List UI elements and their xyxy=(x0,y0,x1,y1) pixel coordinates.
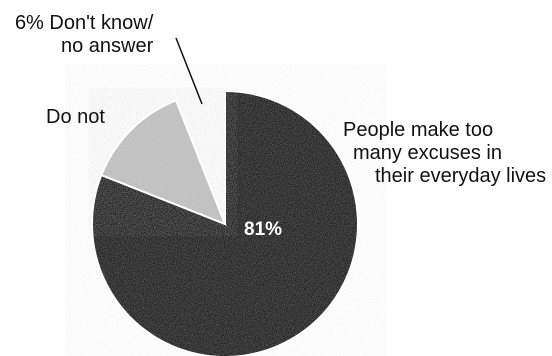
label-do-not-text: Do not xyxy=(46,106,105,128)
pie-slice-1 xyxy=(100,99,227,226)
data-label-81-percent: 81% xyxy=(244,219,283,240)
label-dont-know-line2: no answer xyxy=(61,35,154,57)
label-make-excuses-line3: their everyday lives xyxy=(375,165,547,187)
label-do-not: Do not xyxy=(46,106,105,129)
label-dont-know-line1: 6% Don't know/ xyxy=(14,12,154,34)
label-make-excuses: People make too many excuses in their ev… xyxy=(343,119,546,188)
label-make-excuses-line1: People make too xyxy=(343,119,494,141)
label-dont-know: 6% Don't know/ no answer xyxy=(6,12,153,58)
leader-line-dont-know xyxy=(175,37,203,105)
label-make-excuses-line2: many excuses in xyxy=(353,142,502,164)
